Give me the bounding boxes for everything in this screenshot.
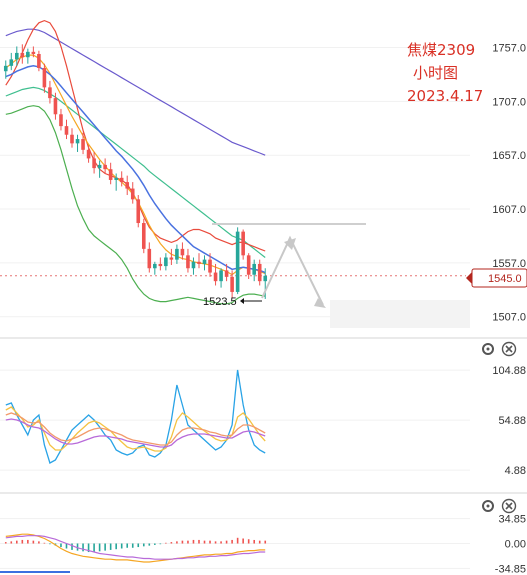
- macd-tick-label: 0.00: [505, 539, 526, 551]
- candle-body[interactable]: [86, 149, 91, 159]
- candle-body[interactable]: [15, 52, 19, 60]
- oscillator-panel[interactable]: [5, 369, 266, 464]
- candle-body[interactable]: [97, 164, 102, 169]
- candle-body[interactable]: [169, 257, 174, 260]
- candle-body[interactable]: [136, 199, 141, 224]
- candle-body[interactable]: [37, 53, 41, 68]
- blurred-region: [330, 300, 470, 328]
- oscillator-line: [5, 369, 266, 464]
- main-price-panel[interactable]: [3, 19, 268, 305]
- candle-body[interactable]: [48, 87, 52, 99]
- candle-body[interactable]: [70, 134, 74, 144]
- price-tick-label: 1557.0: [492, 258, 526, 270]
- ma-blue-line: [5, 65, 266, 274]
- candle-body[interactable]: [213, 272, 218, 282]
- candle-body[interactable]: [103, 164, 107, 170]
- price-tick-label: 1707.0: [492, 96, 526, 108]
- candle-body[interactable]: [263, 275, 268, 282]
- candle-body[interactable]: [180, 248, 185, 256]
- ma-purple-line: [5, 28, 266, 156]
- candle-body[interactable]: [197, 261, 201, 264]
- oscillator-tick-label: 54.88: [498, 415, 526, 427]
- candle-body[interactable]: [26, 51, 30, 58]
- macd-dea-line: [5, 535, 266, 560]
- grid-lines: [0, 47, 527, 573]
- projection-arrow-up-icon: [284, 238, 296, 250]
- candle-body[interactable]: [164, 257, 168, 267]
- low-marker-arrow-icon: [240, 298, 244, 304]
- candle-body[interactable]: [202, 259, 207, 264]
- macd-dif-line: [5, 533, 266, 563]
- price-tick-label: 1757.0: [492, 43, 526, 55]
- candle-body[interactable]: [81, 139, 85, 150]
- candle-body[interactable]: [175, 248, 179, 260]
- candle-body[interactable]: [158, 263, 163, 267]
- current-price-label: 1545.0: [488, 273, 522, 285]
- price-pointer-icon: [466, 272, 472, 284]
- oscillator-line: [5, 418, 266, 448]
- candle-body[interactable]: [64, 126, 69, 135]
- price-tick-label: 1507.0: [492, 312, 526, 324]
- candle-body[interactable]: [241, 231, 245, 256]
- candle-body[interactable]: [257, 263, 262, 282]
- candle-body[interactable]: [125, 182, 130, 189]
- macd-tick-label: -34.85: [495, 563, 526, 575]
- chart-title-line1: 焦煤2309: [407, 41, 475, 59]
- oscillator-tick-label: 4.88: [505, 465, 526, 477]
- candle-body[interactable]: [130, 188, 135, 200]
- candle-body[interactable]: [252, 263, 256, 275]
- price-tick-label: 1657.0: [492, 150, 526, 162]
- candle-body[interactable]: [42, 67, 47, 88]
- candle-body[interactable]: [186, 255, 190, 269]
- candle-body[interactable]: [3, 65, 8, 72]
- candle-body[interactable]: [119, 177, 124, 183]
- chart-title-line3: 2023.4.17: [407, 87, 483, 105]
- price-axis: 1757.0 1707.0 1657.0 1607.0 1557.0 1507.0 104.…: [492, 43, 526, 575]
- candle-body[interactable]: [153, 263, 157, 269]
- boll-lower-line: [5, 105, 266, 305]
- candle-body[interactable]: [20, 52, 25, 58]
- candle-body[interactable]: [108, 169, 113, 180]
- candle-body[interactable]: [53, 98, 58, 115]
- candle-body[interactable]: [9, 59, 14, 66]
- candle-body[interactable]: [208, 259, 212, 273]
- candle-body[interactable]: [92, 158, 96, 169]
- candle-body[interactable]: [75, 139, 80, 144]
- candle-body[interactable]: [235, 231, 240, 292]
- low-price-label: 1523.5: [203, 296, 237, 308]
- macd-tick-label: 34.85: [498, 514, 526, 526]
- projection-path: [261, 235, 324, 306]
- ma-orange-line: [5, 54, 266, 276]
- candle-body[interactable]: [219, 270, 223, 282]
- oscillator-settings-gear-icon[interactable]: [482, 343, 494, 355]
- candle-body[interactable]: [59, 114, 63, 127]
- oscillator-tick-label: 104.88: [492, 365, 526, 377]
- ma-red-line: [5, 19, 266, 252]
- candle-body[interactable]: [230, 276, 234, 292]
- candle-body[interactable]: [224, 270, 229, 277]
- oscillator-line: [5, 406, 266, 452]
- candle-body[interactable]: [191, 261, 196, 269]
- candle-body[interactable]: [141, 223, 146, 249]
- chart-title-line2: 小时图: [413, 64, 458, 82]
- oscillator-line: [5, 412, 266, 446]
- macd-settings-gear-icon[interactable]: [482, 500, 494, 512]
- oscillator-close-icon[interactable]: [501, 341, 517, 357]
- candle-body[interactable]: [147, 248, 152, 269]
- projection-arrow-down-icon: [314, 298, 326, 308]
- candle-body[interactable]: [246, 255, 251, 275]
- price-tick-label: 1607.0: [492, 204, 526, 216]
- macd-close-icon[interactable]: [501, 498, 517, 514]
- macd-panel[interactable]: [4, 533, 267, 563]
- candle-body[interactable]: [114, 177, 118, 180]
- candle-body[interactable]: [31, 51, 36, 54]
